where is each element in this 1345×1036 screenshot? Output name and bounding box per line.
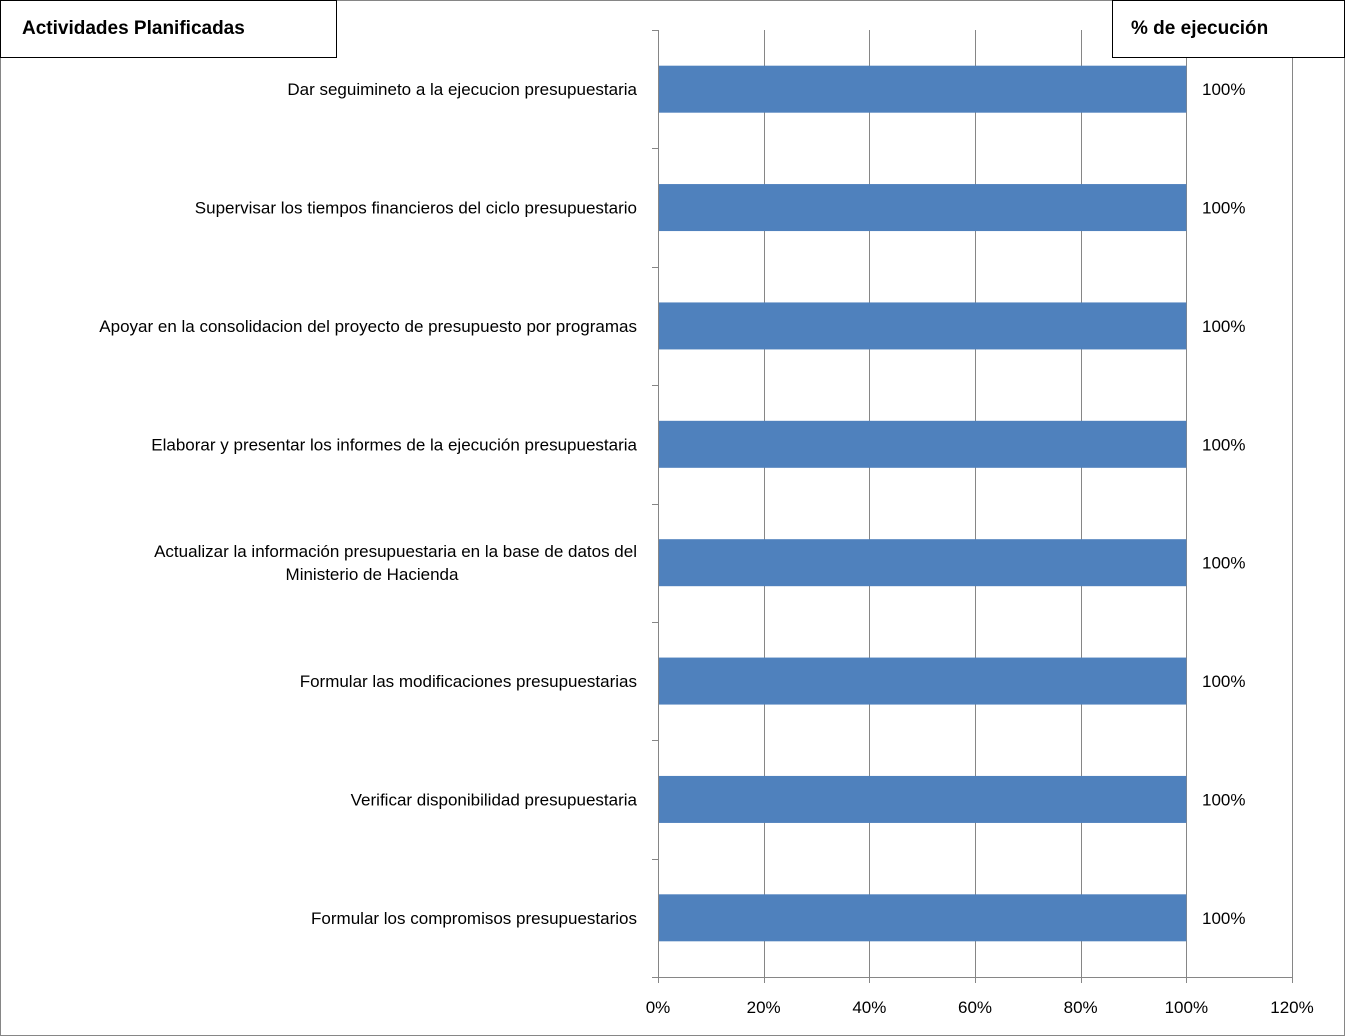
bar [659,539,1187,587]
data-label: 100% [1202,317,1245,336]
x-tick-label: 80% [1064,998,1098,1017]
x-tick-label: 60% [958,998,992,1017]
data-label: 100% [1202,672,1245,691]
category-label: Elaborar y presentar los informes de la … [151,435,637,454]
category-label: Formular las modificaciones presupuestar… [300,672,637,691]
data-label: 100% [1202,554,1245,573]
execution-header-text: % de ejecución [1131,18,1269,39]
data-label: 100% [1202,790,1245,809]
data-label: 100% [1202,199,1245,218]
data-label: 100% [1202,80,1245,99]
x-tick-label: 40% [852,998,886,1017]
category-label: Dar seguimineto a la ejecucion presupues… [287,80,637,99]
bar [659,184,1187,232]
x-tick-label: 100% [1165,998,1208,1017]
x-tick-label: 0% [646,998,671,1017]
data-label: 100% [1202,909,1245,928]
category-label: Apoyar en la consolidacion del proyecto … [99,317,637,336]
category-label: Ministerio de Hacienda [286,565,459,584]
category-label: Formular los compromisos presupuestarios [311,909,637,928]
bar [659,65,1187,113]
category-label: Supervisar los tiempos financieros del c… [195,199,637,218]
bar [659,657,1187,705]
execution-header: % de ejecución [1112,0,1345,58]
category-label: Actualizar la información presupuestaria… [154,542,637,561]
bar [659,420,1187,468]
x-tick-label: 120% [1270,998,1313,1017]
data-label: 100% [1202,435,1245,454]
x-tick-label: 20% [747,998,781,1017]
category-label: Verificar disponibilidad presupuestaria [351,790,638,809]
activities-header: Actividades Planificadas [0,0,337,58]
activities-header-text: Actividades Planificadas [22,18,245,39]
bar [659,302,1187,350]
bar [659,775,1187,823]
bar [659,894,1187,942]
